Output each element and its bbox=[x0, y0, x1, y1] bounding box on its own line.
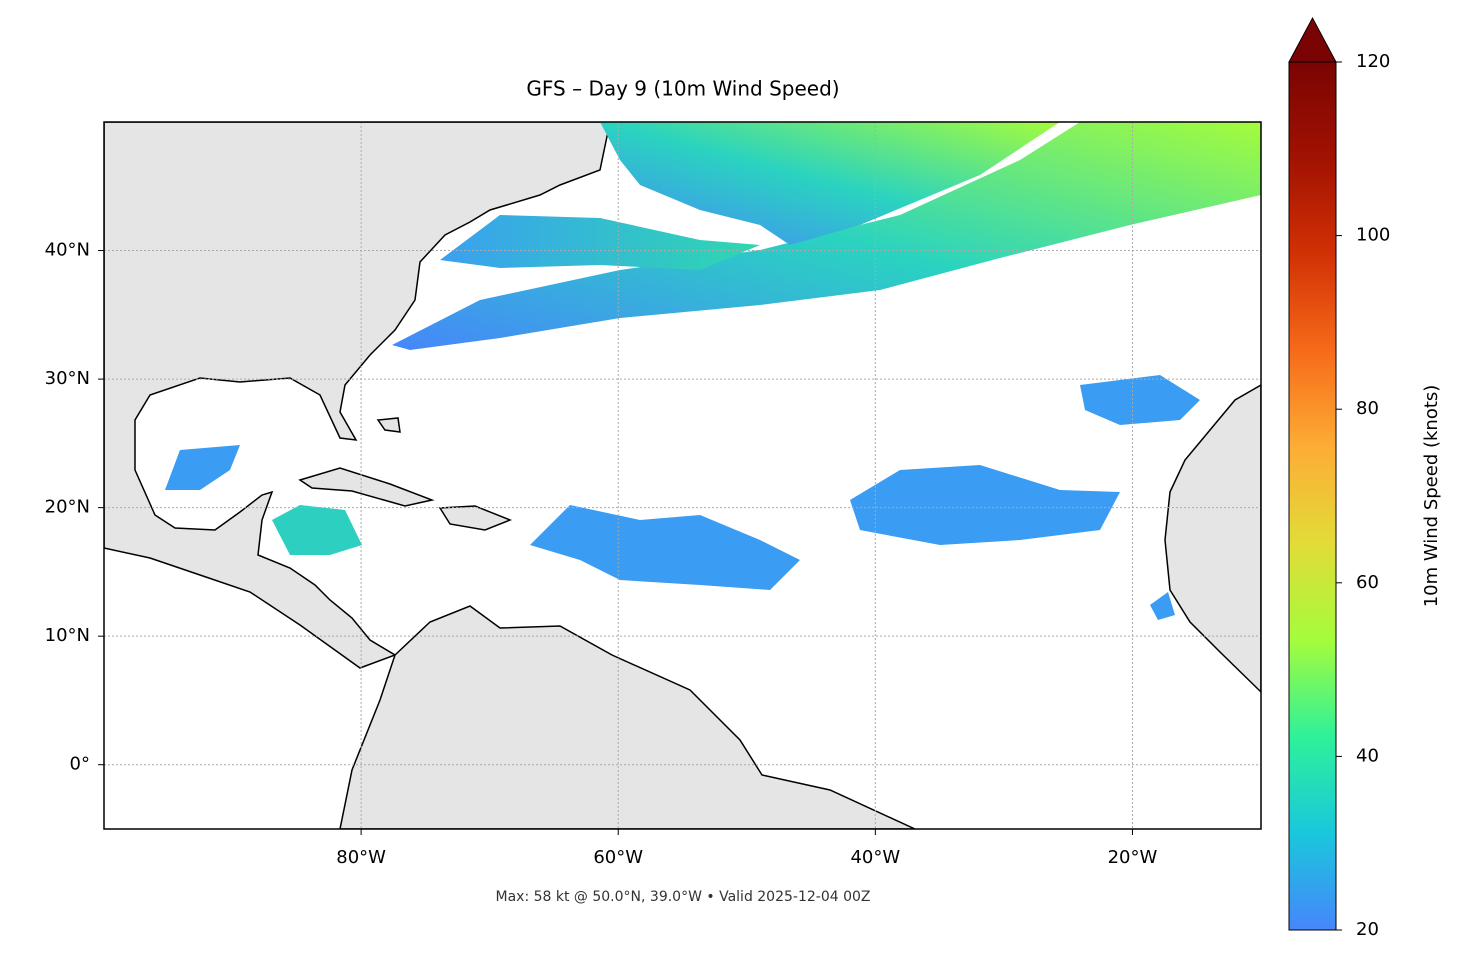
north-america bbox=[104, 122, 611, 669]
colorbar-tick-label: 20 bbox=[1356, 919, 1379, 940]
y-tick-label: 30°N bbox=[45, 368, 90, 389]
grid bbox=[104, 122, 1261, 829]
florida-keys bbox=[376, 417, 401, 433]
wind-field bbox=[600, 122, 1060, 245]
y-tick-label: 40°N bbox=[45, 240, 90, 261]
cuba bbox=[298, 467, 435, 507]
wind-field bbox=[1080, 375, 1200, 425]
wind-field bbox=[272, 505, 362, 555]
colorbar-extension bbox=[1288, 16, 1337, 63]
wind-field bbox=[392, 122, 1261, 350]
y-tick-label: 10°N bbox=[45, 625, 90, 646]
wind-field bbox=[165, 445, 240, 490]
hispaniola bbox=[438, 505, 513, 531]
map-frame bbox=[103, 121, 1262, 830]
map bbox=[104, 122, 1261, 829]
x-tick-label: 60°W bbox=[593, 847, 643, 868]
africa bbox=[1164, 384, 1261, 694]
caption: Max: 58 kt @ 50.0°N, 39.0°W • Valid 2025… bbox=[496, 889, 871, 905]
wind-field bbox=[440, 215, 760, 270]
colorbar-tick-label: 80 bbox=[1356, 398, 1379, 419]
colorbar-tick-label: 40 bbox=[1356, 745, 1379, 766]
south-america bbox=[339, 605, 916, 829]
x-tick-label: 20°W bbox=[1108, 847, 1158, 868]
wind-field bbox=[850, 465, 1120, 545]
colorbar bbox=[1288, 61, 1337, 931]
y-tick-label: 20°N bbox=[45, 497, 90, 518]
colorbar-tick-label: 120 bbox=[1356, 51, 1390, 72]
x-tick-label: 40°W bbox=[850, 847, 900, 868]
colorbar-tick-label: 60 bbox=[1356, 572, 1379, 593]
x-tick-label: 80°W bbox=[336, 847, 386, 868]
wind-field bbox=[1150, 592, 1175, 620]
y-tick-label: 0° bbox=[70, 754, 90, 775]
wind-field bbox=[530, 505, 800, 590]
colorbar-tick-label: 100 bbox=[1356, 225, 1390, 246]
chart-title: GFS – Day 9 (10m Wind Speed) bbox=[526, 77, 839, 101]
colorbar-label: 10m Wind Speed (knots) bbox=[1421, 385, 1442, 608]
